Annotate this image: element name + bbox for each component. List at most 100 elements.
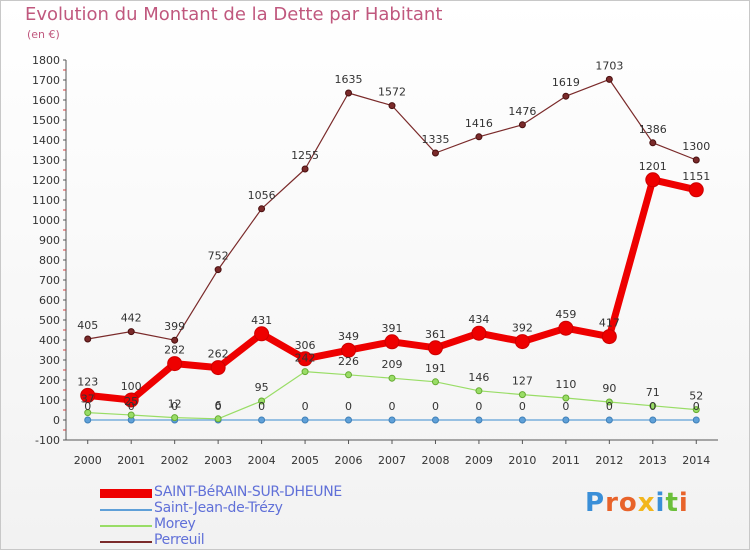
data-label: 0 bbox=[693, 400, 700, 413]
legend-item-saint-jean-de-trezy[interactable]: Saint-Jean-de-Trézy bbox=[100, 500, 420, 518]
data-point bbox=[692, 416, 700, 424]
legend-label: Perreuil bbox=[154, 532, 205, 548]
data-label: 1300 bbox=[682, 140, 710, 153]
data-point bbox=[688, 182, 704, 198]
y-tick-label: 1500 bbox=[32, 114, 60, 127]
y-tick-label: 800 bbox=[39, 254, 60, 267]
x-tick-label: 2002 bbox=[161, 454, 189, 467]
logo-letter: r bbox=[605, 488, 619, 518]
series-2 bbox=[84, 368, 700, 423]
data-label: 1056 bbox=[248, 189, 276, 202]
y-tick-label: 1000 bbox=[32, 214, 60, 227]
legend-label: SAINT-BéRAIN-SUR-DHEUNE bbox=[154, 484, 342, 500]
legend-item-perreuil[interactable]: Perreuil bbox=[100, 532, 420, 550]
data-point bbox=[301, 165, 309, 173]
x-tick-label: 2010 bbox=[508, 454, 536, 467]
y-tick-label: 1600 bbox=[32, 94, 60, 107]
legend-label: Saint-Jean-de-Trézy bbox=[154, 500, 283, 516]
data-label: 391 bbox=[382, 322, 403, 335]
data-point bbox=[518, 391, 526, 399]
data-point bbox=[345, 416, 353, 424]
data-label: 0 bbox=[345, 400, 352, 413]
x-tick-label: 2009 bbox=[465, 454, 493, 467]
x-tick-label: 2013 bbox=[639, 454, 667, 467]
data-point bbox=[431, 416, 439, 424]
x-tick-label: 2008 bbox=[421, 454, 449, 467]
data-label: 392 bbox=[512, 322, 533, 335]
y-tick-label: 900 bbox=[39, 234, 60, 247]
data-point bbox=[562, 394, 570, 402]
data-point bbox=[388, 416, 396, 424]
data-point bbox=[692, 156, 700, 164]
data-point bbox=[297, 351, 313, 367]
data-point bbox=[214, 266, 222, 274]
data-label: 1572 bbox=[378, 86, 406, 99]
x-tick-label: 2003 bbox=[204, 454, 232, 467]
data-point bbox=[345, 371, 353, 379]
data-label: 0 bbox=[128, 400, 135, 413]
data-point bbox=[471, 325, 487, 341]
data-label: 431 bbox=[251, 314, 272, 327]
data-label: 1416 bbox=[465, 117, 493, 130]
data-point bbox=[518, 416, 526, 424]
unit-label: (en €) bbox=[27, 28, 60, 41]
data-label: 1703 bbox=[595, 59, 623, 72]
data-point bbox=[258, 416, 266, 424]
data-label: 0 bbox=[562, 400, 569, 413]
data-point bbox=[475, 416, 483, 424]
data-label: 1386 bbox=[639, 123, 667, 136]
legend-item-saint-berain[interactable]: SAINT-BéRAIN-SUR-DHEUNE bbox=[100, 484, 420, 502]
data-label: 37 bbox=[81, 393, 95, 406]
series-line bbox=[87, 78, 697, 341]
x-tick-label: 2006 bbox=[335, 454, 363, 467]
y-tick-label: 1100 bbox=[32, 194, 60, 207]
data-point bbox=[605, 398, 613, 406]
data-label: 242 bbox=[295, 352, 316, 365]
x-tick-label: 2000 bbox=[74, 454, 102, 467]
y-tick-label: 1800 bbox=[32, 54, 60, 67]
y-tick-label: 100 bbox=[39, 394, 60, 407]
data-label: 442 bbox=[121, 312, 142, 325]
data-point bbox=[388, 102, 396, 110]
x-tick-label: 2012 bbox=[595, 454, 623, 467]
data-label: 90 bbox=[602, 382, 616, 395]
x-tick-label: 2007 bbox=[378, 454, 406, 467]
y-tick-label: 1400 bbox=[32, 134, 60, 147]
data-label: 191 bbox=[425, 362, 446, 375]
data-point bbox=[84, 416, 92, 424]
data-point bbox=[123, 392, 139, 408]
data-label: 12 bbox=[168, 398, 182, 411]
y-tick-label: 1200 bbox=[32, 174, 60, 187]
data-label: 110 bbox=[555, 378, 576, 391]
x-tick-label: 2014 bbox=[682, 454, 710, 467]
data-point bbox=[301, 416, 309, 424]
data-label: 349 bbox=[338, 330, 359, 343]
data-label: 0 bbox=[302, 400, 309, 413]
data-label: 6 bbox=[215, 399, 222, 412]
data-point bbox=[605, 75, 613, 83]
legend-item-morey[interactable]: Morey bbox=[100, 516, 420, 534]
data-label: 0 bbox=[215, 400, 222, 413]
data-label: 0 bbox=[475, 400, 482, 413]
data-label: 262 bbox=[208, 348, 229, 361]
legend-swatch bbox=[100, 525, 152, 527]
series-1 bbox=[84, 416, 700, 424]
data-point bbox=[258, 397, 266, 405]
data-label: 399 bbox=[164, 320, 185, 333]
data-label: 0 bbox=[606, 400, 613, 413]
axes: -100010020030040050060070080090010001100… bbox=[32, 54, 718, 467]
data-point bbox=[210, 360, 226, 376]
y-tick-label: 400 bbox=[39, 334, 60, 347]
legend-label: Morey bbox=[154, 516, 196, 532]
data-label: 0 bbox=[258, 400, 265, 413]
data-point bbox=[171, 414, 179, 422]
data-label: 0 bbox=[84, 400, 91, 413]
x-tick-label: 2004 bbox=[248, 454, 276, 467]
y-tick-label: 1300 bbox=[32, 154, 60, 167]
data-label: 0 bbox=[649, 400, 656, 413]
data-point bbox=[649, 139, 657, 147]
data-point bbox=[514, 334, 530, 350]
data-label: 0 bbox=[171, 400, 178, 413]
data-point bbox=[475, 133, 483, 141]
logo-letter: P bbox=[585, 488, 606, 518]
